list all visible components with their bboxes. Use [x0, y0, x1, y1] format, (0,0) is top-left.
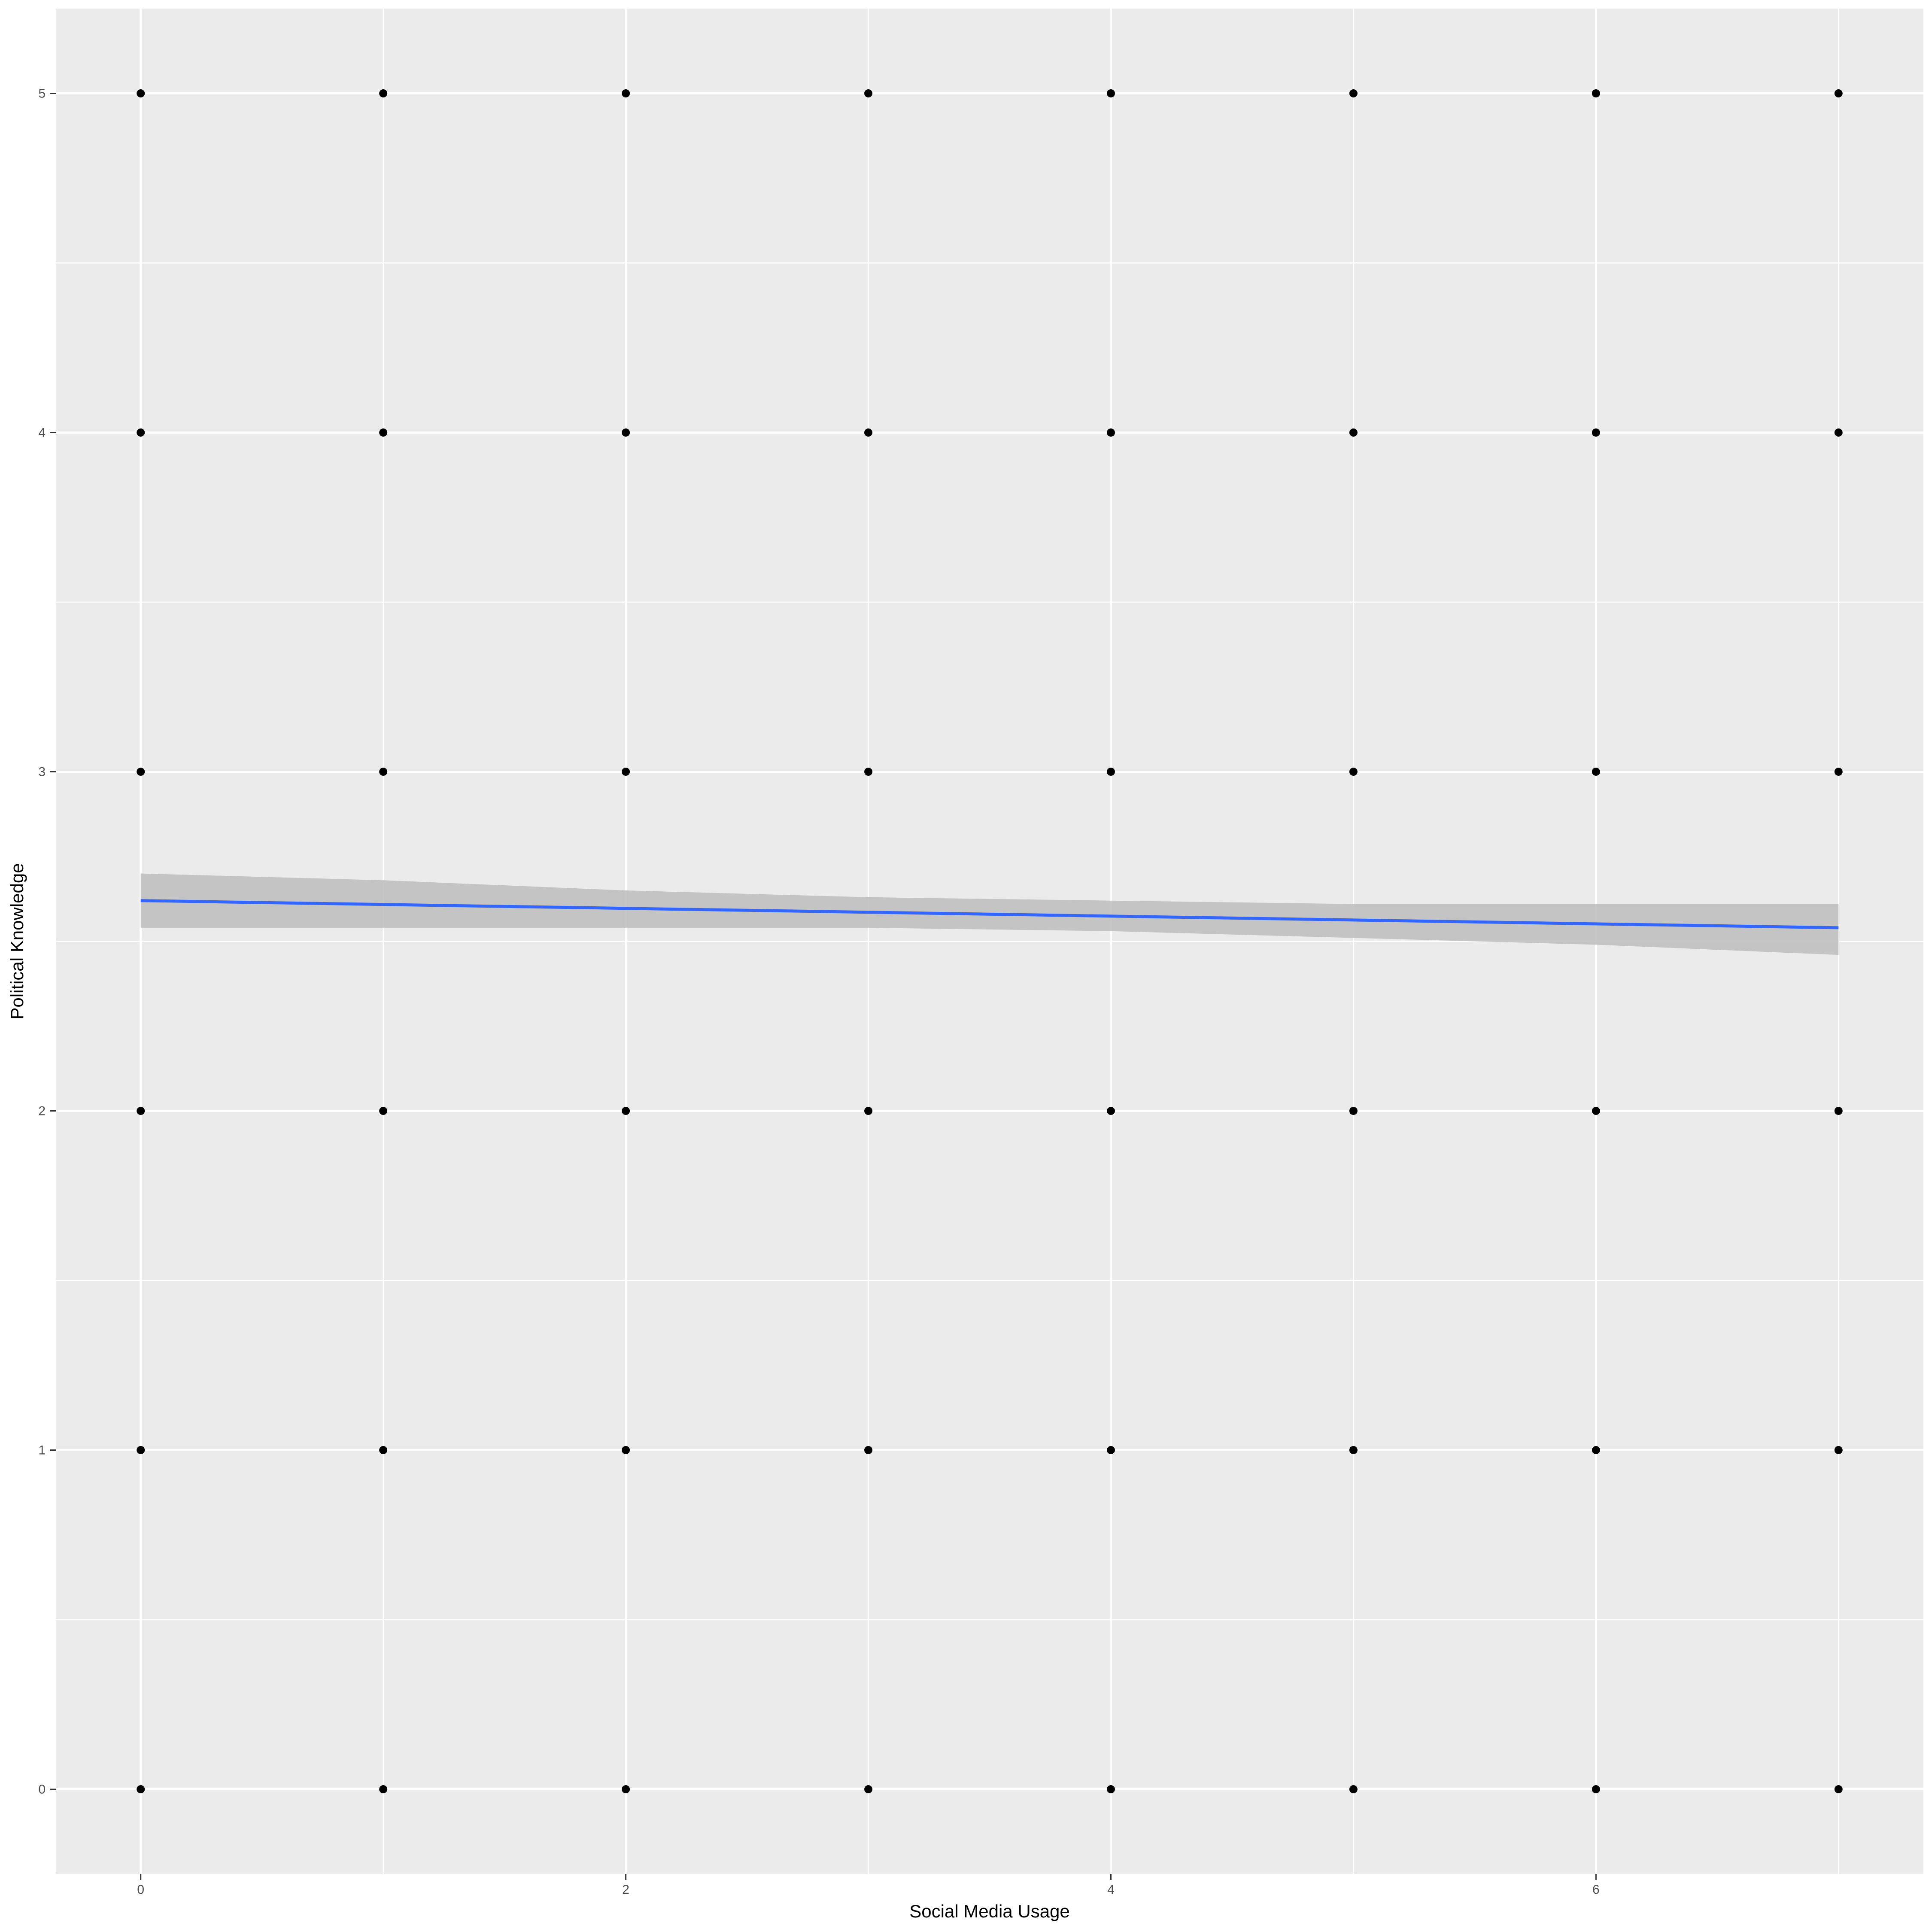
data-point — [1834, 89, 1843, 97]
data-point — [622, 89, 630, 97]
data-point — [1834, 1785, 1843, 1793]
data-point — [137, 1107, 145, 1115]
data-point — [1349, 428, 1358, 437]
data-point — [137, 768, 145, 776]
data-point — [137, 1785, 145, 1793]
data-point — [1349, 1446, 1358, 1454]
data-point — [379, 89, 388, 97]
data-point — [1834, 1107, 1843, 1115]
data-point — [1349, 1107, 1358, 1115]
x-axis: 0 2 4 6 — [137, 1874, 1600, 1897]
data-points — [137, 89, 1843, 1793]
data-point — [1349, 89, 1358, 97]
data-point — [1106, 1785, 1115, 1793]
x-tick-label: 0 — [137, 1883, 144, 1897]
y-tick-label: 4 — [38, 426, 46, 440]
x-tick-label: 2 — [622, 1883, 629, 1897]
data-point — [1592, 1446, 1600, 1454]
data-point — [1834, 428, 1843, 437]
y-axis-title: Political Knowledge — [7, 863, 27, 1019]
data-point — [1106, 428, 1115, 437]
data-point — [1106, 89, 1115, 97]
data-point — [137, 89, 145, 97]
x-axis-title: Social Media Usage — [909, 1901, 1070, 1921]
data-point — [864, 1107, 873, 1115]
x-tick-label: 6 — [1592, 1883, 1600, 1897]
data-point — [1834, 768, 1843, 776]
y-tick-label: 3 — [38, 765, 46, 779]
data-point — [379, 1107, 388, 1115]
data-point — [379, 1446, 388, 1454]
data-point — [1106, 768, 1115, 776]
data-point — [137, 1446, 145, 1454]
data-point — [622, 1446, 630, 1454]
data-point — [137, 428, 145, 437]
y-tick-label: 1 — [38, 1443, 46, 1458]
data-point — [864, 1446, 873, 1454]
y-tick-label: 0 — [38, 1783, 46, 1797]
y-tick-label: 5 — [38, 87, 46, 101]
fit-line-layer — [140, 899, 1839, 930]
data-point — [864, 768, 873, 776]
data-point — [1106, 1446, 1115, 1454]
data-point — [1592, 1107, 1600, 1115]
y-axis: 0 1 2 3 4 5 — [38, 87, 56, 1797]
data-point — [1592, 768, 1600, 776]
data-point — [1592, 428, 1600, 437]
data-point — [1834, 1446, 1843, 1454]
fit-line — [140, 899, 1839, 930]
data-point — [379, 428, 388, 437]
data-point — [622, 768, 630, 776]
data-point — [864, 89, 873, 97]
data-point — [622, 1107, 630, 1115]
data-point — [1106, 1107, 1115, 1115]
data-point — [864, 1785, 873, 1793]
data-point — [1349, 768, 1358, 776]
data-point — [379, 768, 388, 776]
data-point — [1592, 1785, 1600, 1793]
data-point — [622, 428, 630, 437]
data-point — [622, 1785, 630, 1793]
data-point — [864, 428, 873, 437]
data-point — [379, 1785, 388, 1793]
data-point — [1592, 89, 1600, 97]
y-tick-label: 2 — [38, 1104, 46, 1118]
major-gridlines — [56, 9, 1923, 1874]
x-tick-label: 4 — [1107, 1883, 1115, 1897]
data-point — [1349, 1785, 1358, 1793]
